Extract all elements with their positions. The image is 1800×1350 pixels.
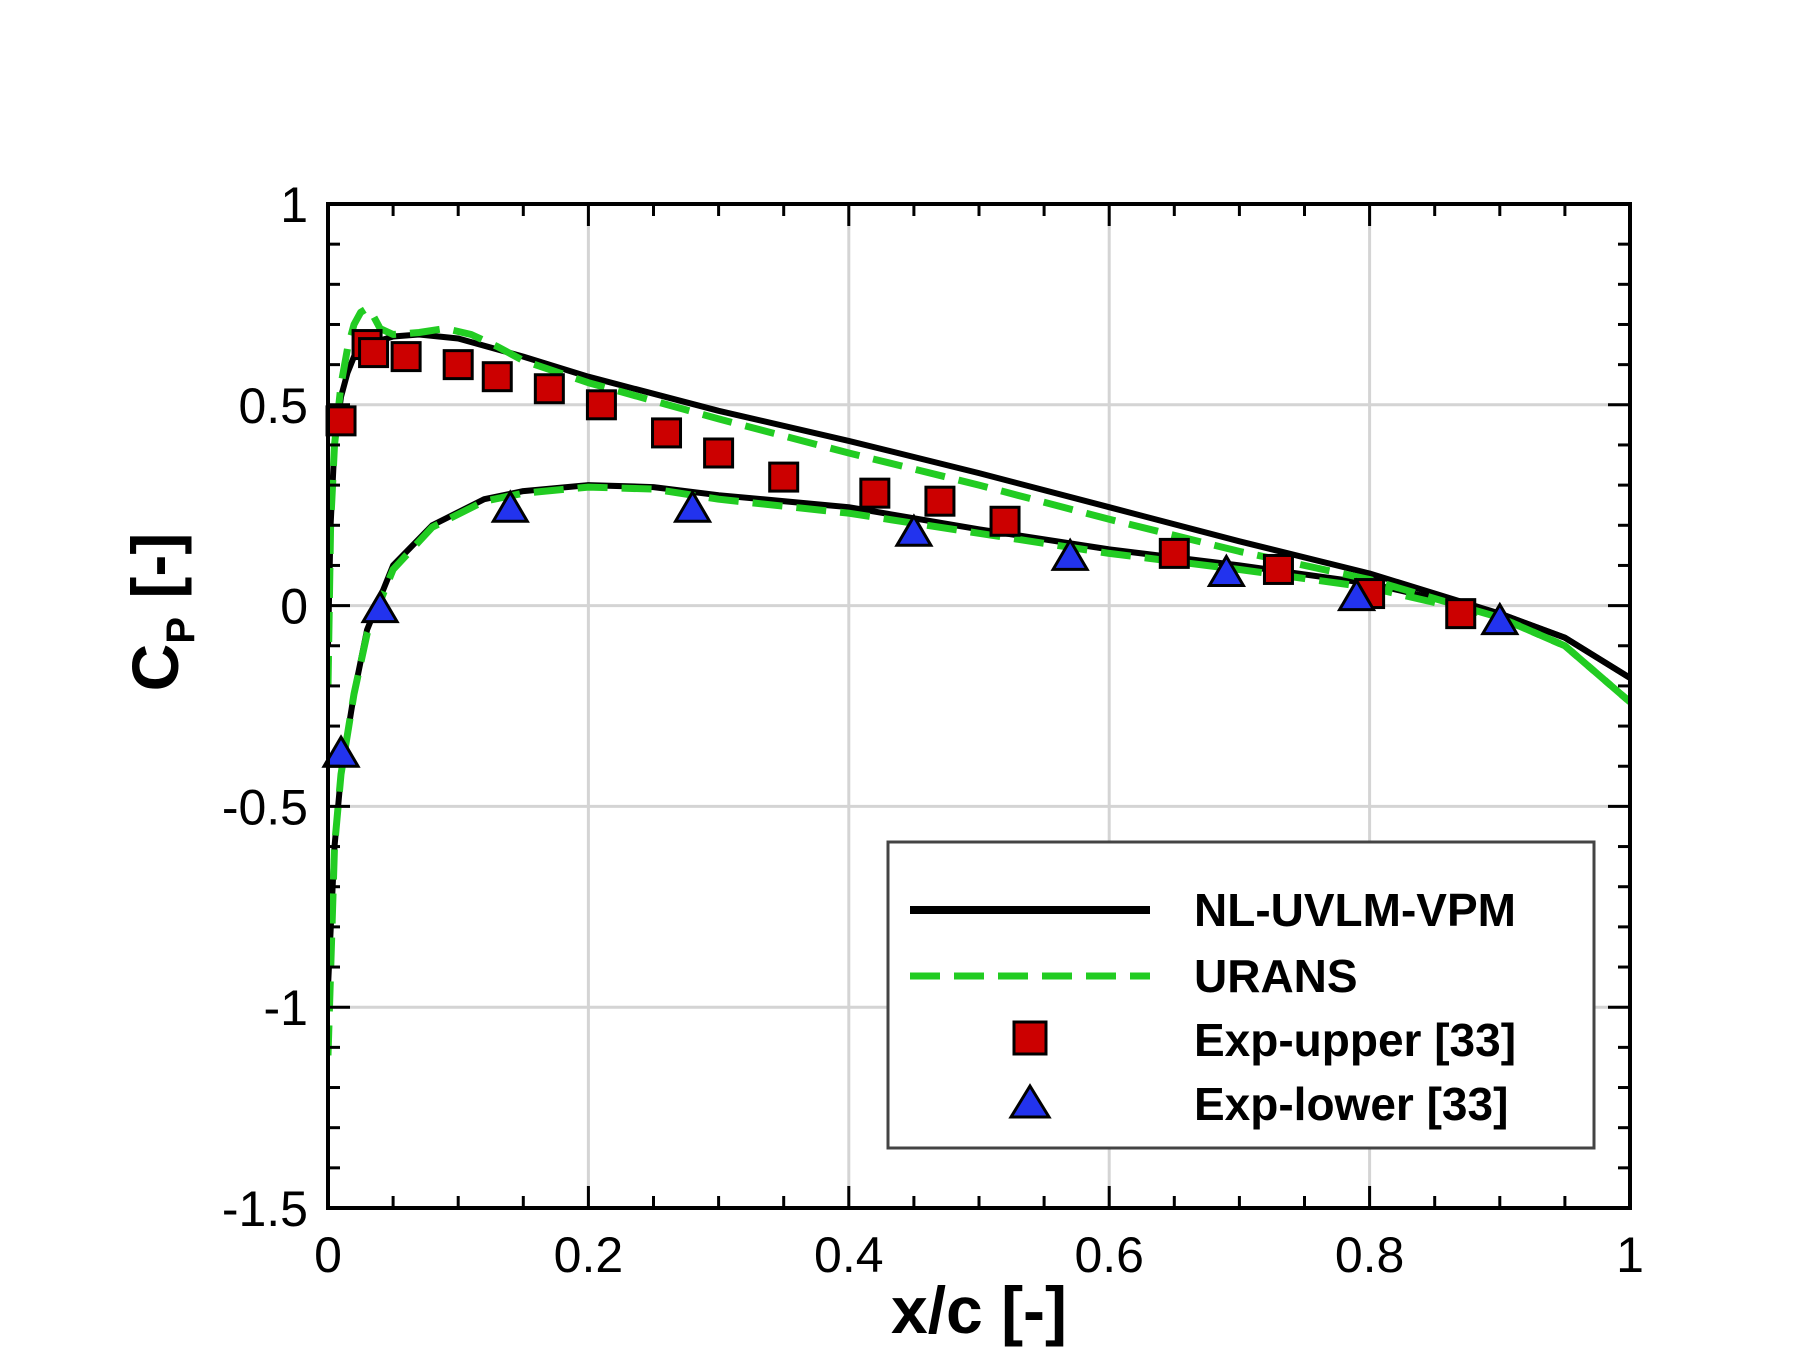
exp-upper-point: [442, 349, 474, 381]
y-axis-title-main: C: [118, 644, 192, 692]
exp-lower-point: [1480, 601, 1520, 636]
exp-upper-point: [585, 389, 617, 421]
exp-upper-point: [859, 477, 891, 509]
exp-upper-point: [651, 417, 683, 449]
legend: NL-UVLM-VPM URANS Exp-upper [33] Exp-low…: [886, 840, 1596, 1150]
legend-label-nl-uvlm-vpm: NL-UVLM-VPM: [1194, 884, 1516, 936]
exp-upper-point: [768, 461, 800, 493]
legend-label-exp-lower: Exp-lower [33]: [1194, 1078, 1508, 1130]
x-axis-title: x/c [-]: [891, 1273, 1067, 1347]
exp-upper-point: [533, 373, 565, 405]
exp-upper-point: [703, 437, 735, 469]
x-tick-label: 0: [314, 1227, 342, 1283]
x-tick-label: 0.4: [814, 1227, 884, 1283]
x-tick-label: 0.8: [1335, 1227, 1405, 1283]
legend-label-exp-upper: Exp-upper [33]: [1194, 1014, 1516, 1066]
y-tick-label: -1.5: [222, 1181, 308, 1237]
exp-lower-point: [1050, 537, 1090, 571]
legend-label-urans: URANS: [1194, 950, 1358, 1002]
legend-marker-exp-lower: [1008, 1083, 1052, 1119]
series-line-urans-upper: [328, 304, 1630, 705]
legend-marker-exp-upper: [1012, 1020, 1048, 1056]
y-axis-title: CP [-]: [118, 533, 203, 692]
exp-upper-point: [989, 505, 1021, 537]
exp-upper-point: [1262, 553, 1294, 585]
exp-lower-point: [321, 734, 361, 768]
y-tick-label: 0.5: [238, 378, 308, 434]
exp-upper-point: [358, 337, 390, 369]
exp-upper-point: [924, 485, 956, 517]
exp-lower-point: [1336, 577, 1377, 612]
exp-upper-point: [325, 405, 357, 437]
exp-lower-point: [490, 489, 530, 523]
y-tick-label: 0: [280, 579, 308, 635]
exp-upper-point: [1158, 537, 1190, 569]
x-tick-label: 0.6: [1074, 1227, 1144, 1283]
x-tick-label: 1: [1616, 1227, 1644, 1283]
curves: [328, 304, 1630, 1056]
exp-upper-point: [1445, 598, 1477, 630]
legend-box: [886, 840, 1596, 1150]
ticks: 0 0.2 0.4 0.6 0.8 1 -1.5 -1 -0.5 0 0.5 1: [222, 177, 1644, 1283]
exp-upper-point: [390, 341, 422, 373]
y-axis-title-suffix: [-]: [118, 533, 192, 617]
y-tick-label: -0.5: [222, 779, 308, 835]
exp-lower-point: [1206, 553, 1246, 587]
series-line-nl-uvlm-vpm-upper: [328, 331, 1630, 681]
x-tick-label: 0.2: [554, 1227, 624, 1283]
exp-lower-point: [672, 489, 713, 523]
exp-lower-point: [894, 513, 934, 547]
svg-text:CP [-]: CP [-]: [118, 533, 203, 692]
markers: [321, 329, 1520, 768]
series-line-urans-lower: [328, 483, 1630, 1056]
y-tick-label: 1: [280, 177, 308, 233]
y-tick-label: -1: [264, 980, 308, 1036]
exp-upper-point: [481, 361, 513, 393]
exp-lower-point: [360, 589, 400, 624]
y-axis-title-sub: P: [159, 617, 203, 644]
